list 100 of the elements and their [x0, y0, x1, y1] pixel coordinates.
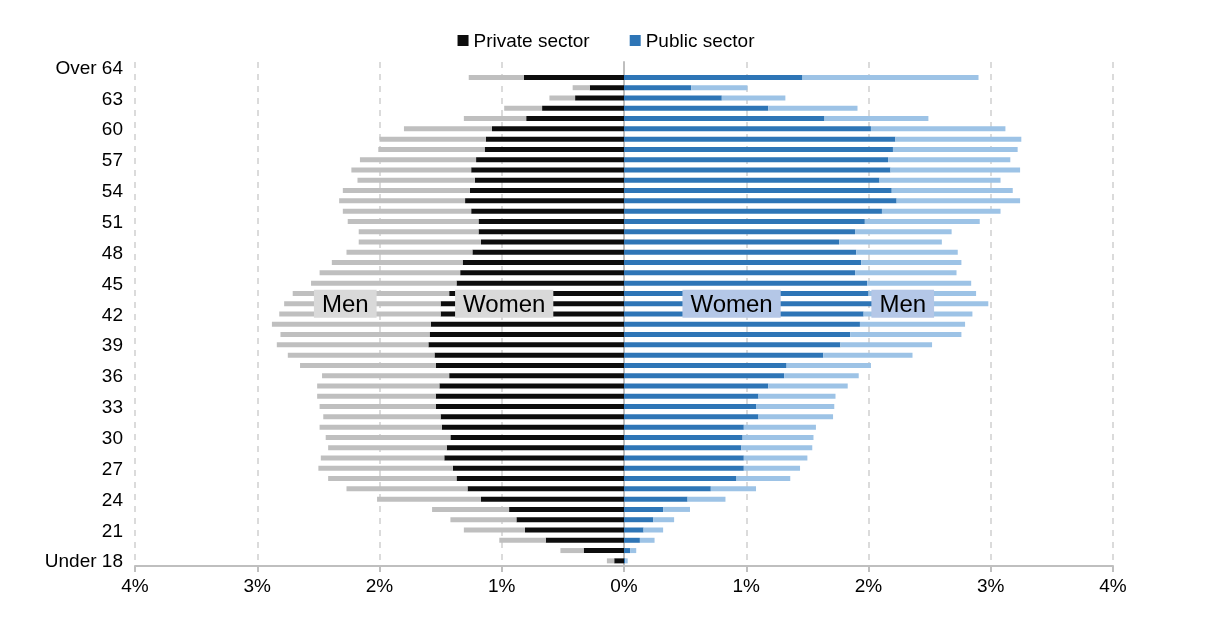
bar [624, 424, 744, 430]
bar [452, 465, 624, 471]
bar [802, 74, 979, 80]
y-tick-label: Under 18 [44, 550, 123, 572]
y-tick-label: 27 [101, 457, 123, 479]
x-tick-label: 3% [243, 575, 272, 596]
legend-label: Public sector [645, 30, 756, 51]
x-tick-label: 1% [732, 575, 761, 596]
bar [624, 74, 803, 80]
bar [624, 517, 654, 523]
bar [742, 434, 814, 440]
y-tick-label: 24 [101, 488, 124, 510]
bar [624, 414, 759, 420]
bar [524, 527, 624, 533]
bar [624, 486, 711, 492]
bar [276, 342, 429, 348]
y-tick-label: 51 [101, 210, 123, 232]
bar [357, 177, 475, 183]
bar [549, 95, 576, 101]
bar [463, 116, 527, 122]
annotation: Men [321, 290, 369, 318]
bar [624, 136, 896, 142]
x-tick-label: 1% [488, 575, 516, 596]
bar [317, 383, 440, 389]
bar [839, 239, 942, 245]
legend-label: Private sector [473, 30, 591, 51]
bar [471, 208, 624, 214]
bar [624, 85, 692, 91]
bar [624, 455, 744, 461]
bar [471, 167, 624, 173]
bar [485, 136, 624, 142]
bar [624, 362, 787, 368]
bar [463, 527, 525, 533]
bar [317, 393, 436, 399]
bar [358, 239, 481, 245]
bar [320, 455, 445, 461]
bar [624, 445, 742, 451]
bar [484, 146, 624, 152]
bar [435, 404, 624, 410]
bar [319, 424, 442, 430]
bar [758, 393, 836, 399]
bar [379, 136, 486, 142]
bar [462, 260, 624, 266]
y-tick-label: 42 [101, 303, 123, 325]
bar [624, 105, 769, 111]
bar [624, 548, 631, 554]
bar [624, 373, 785, 379]
bar [859, 321, 966, 327]
bar [403, 126, 492, 132]
bar [575, 95, 624, 101]
bar [741, 445, 813, 451]
bar [280, 332, 430, 338]
bar [624, 229, 856, 235]
bar [630, 548, 637, 554]
annotation: Women [690, 290, 773, 318]
bar [624, 218, 865, 224]
bar [624, 506, 664, 512]
bar [624, 537, 640, 543]
bar [339, 198, 466, 204]
bar [743, 455, 808, 461]
bar [823, 352, 913, 358]
bar [509, 506, 624, 512]
bar [560, 548, 584, 554]
bar [743, 424, 816, 430]
bar [469, 188, 624, 194]
bar [653, 517, 675, 523]
bar [440, 414, 624, 420]
y-tick-label: 21 [101, 519, 123, 541]
bar [480, 496, 624, 502]
bar [758, 414, 834, 420]
bar [287, 352, 435, 358]
bar [624, 476, 737, 482]
bar [614, 558, 624, 564]
bar [881, 208, 1001, 214]
bar [756, 404, 835, 410]
x-tick-label: 4% [1099, 575, 1127, 596]
bar [840, 342, 933, 348]
bar [450, 434, 624, 440]
y-tick-label: 54 [101, 180, 124, 202]
bar [663, 506, 691, 512]
bar [467, 486, 624, 492]
bar [624, 116, 825, 122]
bar [643, 527, 664, 533]
bar [441, 424, 624, 430]
y-tick-label: 63 [101, 87, 123, 109]
bar [323, 414, 441, 420]
bar [325, 434, 451, 440]
bar [300, 362, 436, 368]
annotation: Men [879, 290, 927, 318]
bar [583, 548, 624, 554]
bar [856, 249, 958, 255]
bar [589, 85, 624, 91]
bar [434, 352, 624, 358]
bar [456, 476, 624, 482]
bar [444, 455, 624, 461]
bar [624, 260, 862, 266]
bar [347, 218, 479, 224]
bar [346, 486, 468, 492]
bar [624, 177, 880, 183]
bar [318, 465, 453, 471]
